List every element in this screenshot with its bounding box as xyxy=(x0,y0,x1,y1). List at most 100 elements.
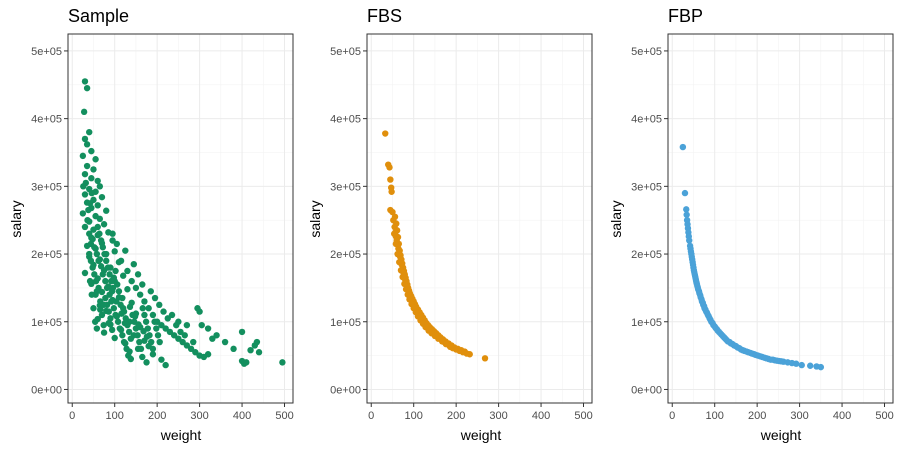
data-point-sample xyxy=(124,286,131,293)
panel-title-fbs: FBS xyxy=(367,6,402,26)
data-point-sample xyxy=(79,210,87,217)
data-point-sample xyxy=(204,351,212,358)
data-point-sample xyxy=(158,356,165,363)
data-point-sample xyxy=(130,261,137,268)
data-point-fbs xyxy=(388,188,395,195)
data-point-fbs xyxy=(389,208,396,216)
data-point-sample xyxy=(87,240,95,248)
data-point-sample xyxy=(198,321,205,329)
data-point-fbp xyxy=(689,261,697,269)
data-point-sample xyxy=(151,318,158,325)
points-sample xyxy=(79,78,286,369)
data-point-fbs xyxy=(447,343,454,350)
data-point-fbs xyxy=(391,213,399,221)
data-point-sample xyxy=(136,338,143,346)
data-point-sample xyxy=(230,345,237,353)
data-point-sample xyxy=(112,267,119,275)
data-point-fbs xyxy=(461,348,468,355)
ticks-fbp: 0 100 200 300 400 500 0e+00 1e+05 2e+05 3e+05 4e+0… xyxy=(631,46,894,422)
data-point-fbs xyxy=(394,250,401,258)
data-point-sample xyxy=(139,305,146,312)
data-point-sample xyxy=(125,328,133,336)
data-point-sample xyxy=(86,277,94,285)
y-tick-label-fbp: 4e+05 xyxy=(631,114,662,126)
y-tick-label-fbs: 5e+05 xyxy=(330,46,361,58)
data-point-fbs xyxy=(397,267,405,274)
data-point-sample xyxy=(97,263,105,270)
data-point-sample xyxy=(119,294,126,302)
data-point-sample xyxy=(80,108,88,116)
data-point-sample xyxy=(100,321,107,329)
y-tick-label-fbp: 2e+05 xyxy=(631,249,662,261)
data-point-sample xyxy=(139,353,146,361)
y-tick-label-sample: 1e+05 xyxy=(31,317,62,329)
data-point-sample xyxy=(221,338,229,346)
data-point-sample xyxy=(83,84,91,92)
data-point-sample xyxy=(97,306,104,313)
data-point-sample xyxy=(106,271,113,278)
data-point-sample xyxy=(89,264,96,271)
data-point-fbp xyxy=(689,256,696,263)
data-point-sample xyxy=(153,325,160,332)
panel-title-fbp: FBP xyxy=(668,6,703,26)
data-point-sample xyxy=(136,291,144,298)
data-point-sample xyxy=(105,319,112,327)
x-axis-title-fbp: weight xyxy=(760,427,802,443)
data-point-sample xyxy=(190,338,197,346)
data-point-sample xyxy=(109,284,117,292)
data-point-sample xyxy=(100,329,108,336)
data-point-sample xyxy=(82,179,90,187)
data-point-sample xyxy=(119,332,126,339)
data-point-fbs xyxy=(390,230,398,237)
data-point-sample xyxy=(135,321,142,328)
data-point-sample xyxy=(109,230,116,237)
data-point-sample xyxy=(238,328,246,336)
data-point-sample xyxy=(116,325,123,332)
data-point-sample xyxy=(86,128,93,136)
data-point-sample xyxy=(173,321,180,329)
data-point-sample xyxy=(139,281,146,288)
panel-sample: Sample 0 100 200 300 400 500 0e+00 1e+05 2e+05 3e… xyxy=(8,6,294,443)
data-point-sample xyxy=(81,170,89,178)
data-point-sample xyxy=(81,269,89,277)
data-point-fbs xyxy=(387,176,394,183)
points-fbp xyxy=(679,143,825,371)
data-point-fbs xyxy=(399,273,406,281)
data-point-sample xyxy=(102,277,109,285)
data-point-sample xyxy=(131,313,139,320)
data-point-sample xyxy=(83,141,91,148)
data-point-sample xyxy=(134,271,142,278)
data-point-fbp xyxy=(807,362,814,369)
data-point-sample xyxy=(137,345,145,353)
data-point-fbp xyxy=(688,250,695,258)
data-point-sample xyxy=(79,152,87,160)
data-point-fbp xyxy=(778,358,785,365)
data-point-sample xyxy=(87,257,95,265)
data-point-sample xyxy=(108,277,115,285)
data-point-sample xyxy=(90,305,97,312)
data-point-sample xyxy=(81,223,89,231)
plot-border-fbp xyxy=(667,33,894,404)
y-tick-label-fbs: 0e+00 xyxy=(330,384,361,396)
data-point-sample xyxy=(81,191,89,198)
x-tick-label-sample: 500 xyxy=(275,410,293,422)
data-point-sample xyxy=(96,230,103,237)
data-point-sample xyxy=(279,359,286,366)
data-point-sample xyxy=(149,345,157,353)
y-tick-label-fbs: 4e+05 xyxy=(330,114,361,126)
data-point-sample xyxy=(88,147,95,155)
data-point-sample xyxy=(253,338,261,346)
data-point-sample xyxy=(127,355,135,363)
y-axis-title-fbp: salary xyxy=(608,200,624,237)
data-point-sample xyxy=(95,257,102,265)
x-tick-label-sample: 300 xyxy=(190,410,208,422)
panel-title-sample: Sample xyxy=(68,6,129,26)
data-point-sample xyxy=(96,215,104,223)
data-point-sample xyxy=(132,284,140,292)
plot-border-sample xyxy=(67,33,294,404)
data-point-sample xyxy=(204,325,212,332)
data-point-sample xyxy=(122,247,129,254)
data-point-sample xyxy=(100,221,108,228)
data-point-sample xyxy=(119,272,127,279)
